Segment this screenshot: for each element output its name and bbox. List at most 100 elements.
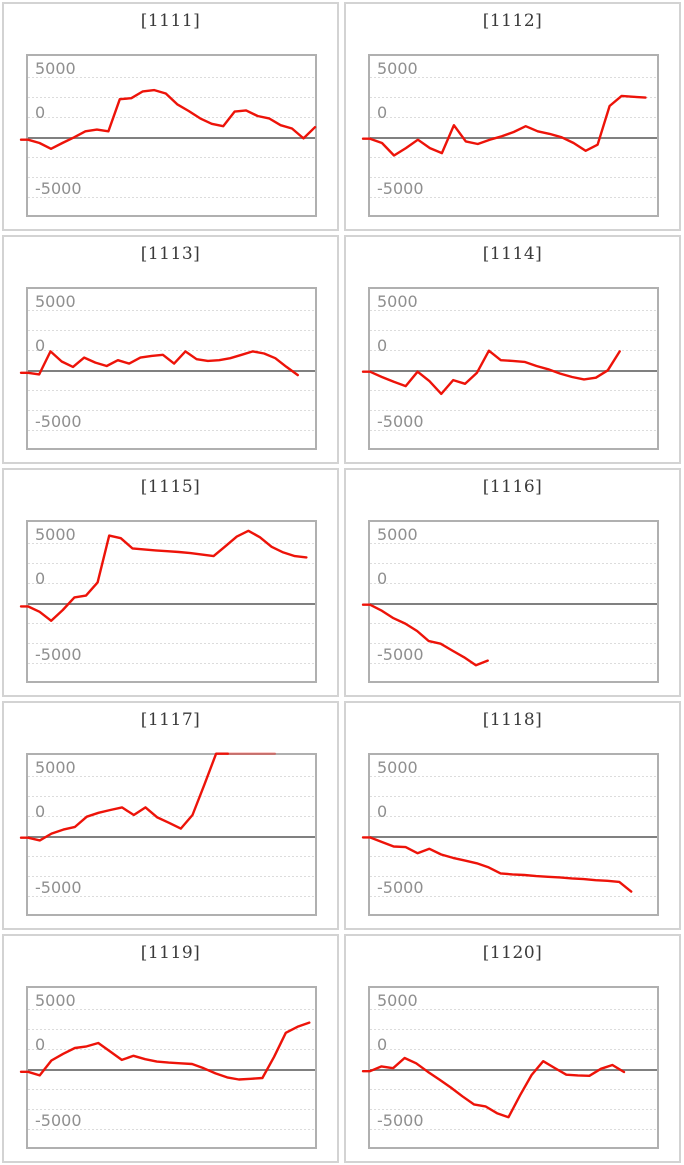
y-axis-tick-label: 5000 (35, 525, 76, 544)
chart-cell-1112: [1112] 5000 0 -5000 (344, 2, 681, 231)
gridline (370, 430, 657, 431)
chart-title: [1114] (482, 244, 543, 264)
gridline (370, 776, 657, 777)
chart-cell-1120: [1120] 5000 0 -5000 (344, 934, 681, 1163)
y-axis-tick-label: 0 (377, 1035, 388, 1054)
gridline (28, 1089, 315, 1090)
y-axis-tick-label: 5000 (35, 59, 76, 78)
chart-cell-1115: [1115] 5000 0 -5000 (2, 468, 339, 697)
y-axis-tick-label: -5000 (35, 412, 82, 431)
y-axis-tick-label: 0 (377, 802, 388, 821)
gridline (370, 663, 657, 664)
gridline (28, 77, 315, 78)
gridline (28, 310, 315, 311)
gridline (370, 177, 657, 178)
gridline (370, 643, 657, 644)
gridline (370, 856, 657, 857)
gridline (370, 583, 657, 584)
chart-cell-1118: [1118] 5000 0 -5000 (344, 701, 681, 930)
y-axis-tick-label: 0 (35, 1035, 46, 1054)
chart-title: [1116] (482, 477, 543, 497)
gridline (370, 410, 657, 411)
gridline (28, 350, 315, 351)
gridline (370, 117, 657, 118)
plot-area: 5000 0 -5000 (26, 986, 317, 1149)
gridline (370, 330, 657, 331)
gridline (370, 390, 657, 391)
zero-axis-line (370, 603, 657, 605)
plot-area: 5000 0 -5000 (368, 520, 659, 683)
gridline (28, 390, 315, 391)
y-axis-tick-label: 0 (35, 802, 46, 821)
gridline (370, 197, 657, 198)
chart-title: [1113] (140, 244, 201, 264)
gridline (28, 1009, 315, 1010)
gridline (370, 1129, 657, 1130)
y-axis-tick-label: -5000 (35, 645, 82, 664)
y-axis-tick-label: 0 (35, 569, 46, 588)
y-axis-tick-label: -5000 (377, 1111, 424, 1130)
gridline (28, 430, 315, 431)
gridline (370, 77, 657, 78)
y-axis-tick-label: 0 (35, 103, 46, 122)
gridline (370, 816, 657, 817)
plot-area: 5000 0 -5000 (26, 753, 317, 916)
plot-area: 5000 0 -5000 (368, 986, 659, 1149)
gridline (370, 896, 657, 897)
plot-area: 5000 0 -5000 (26, 54, 317, 217)
y-axis-tick-label: 0 (35, 336, 46, 355)
gridline (28, 796, 315, 797)
gridline (370, 1089, 657, 1090)
zero-axis-line (28, 370, 315, 372)
y-axis-tick-label: 5000 (35, 292, 76, 311)
gridline (28, 330, 315, 331)
gridline (370, 157, 657, 158)
y-axis-tick-label: 5000 (377, 991, 418, 1010)
chart-title: [1115] (140, 477, 201, 497)
chart-title: [1120] (482, 943, 543, 963)
zero-axis-line (28, 603, 315, 605)
zero-axis-line (28, 137, 315, 139)
gridline (370, 310, 657, 311)
plot-area: 5000 0 -5000 (368, 287, 659, 450)
gridline (28, 1129, 315, 1130)
chart-cell-1114: [1114] 5000 0 -5000 (344, 235, 681, 464)
chart-cell-1116: [1116] 5000 0 -5000 (344, 468, 681, 697)
gridline (370, 1109, 657, 1110)
gridline (28, 856, 315, 857)
y-axis-tick-label: -5000 (35, 179, 82, 198)
chart-title: [1119] (140, 943, 201, 963)
gridline (370, 543, 657, 544)
gridline (28, 157, 315, 158)
gridline (370, 623, 657, 624)
gridline (28, 623, 315, 624)
gridline (28, 1049, 315, 1050)
y-axis-tick-label: 0 (377, 336, 388, 355)
y-axis-tick-label: -5000 (35, 1111, 82, 1130)
y-axis-tick-label: 5000 (35, 758, 76, 777)
gridline (28, 896, 315, 897)
y-axis-tick-label: -5000 (377, 412, 424, 431)
gridline (28, 563, 315, 564)
zero-axis-line (370, 137, 657, 139)
gridline (28, 1109, 315, 1110)
zero-axis-line (28, 836, 315, 838)
zero-axis-line (370, 1069, 657, 1071)
gridline (28, 197, 315, 198)
chart-cell-1119: [1119] 5000 0 -5000 (2, 934, 339, 1163)
chart-title: [1112] (482, 11, 543, 31)
y-axis-tick-label: -5000 (377, 878, 424, 897)
chart-title: [1118] (482, 710, 543, 730)
plot-area: 5000 0 -5000 (368, 753, 659, 916)
gridline (28, 97, 315, 98)
gridline (28, 816, 315, 817)
gridline (28, 643, 315, 644)
gridline (370, 796, 657, 797)
gridline (370, 350, 657, 351)
chart-cell-1117: [1117] 5000 0 -5000 (2, 701, 339, 930)
gridline (28, 876, 315, 877)
chart-cell-1111: [1111] 5000 0 -5000 (2, 2, 339, 231)
y-axis-tick-label: 5000 (377, 292, 418, 311)
y-axis-tick-label: -5000 (35, 878, 82, 897)
